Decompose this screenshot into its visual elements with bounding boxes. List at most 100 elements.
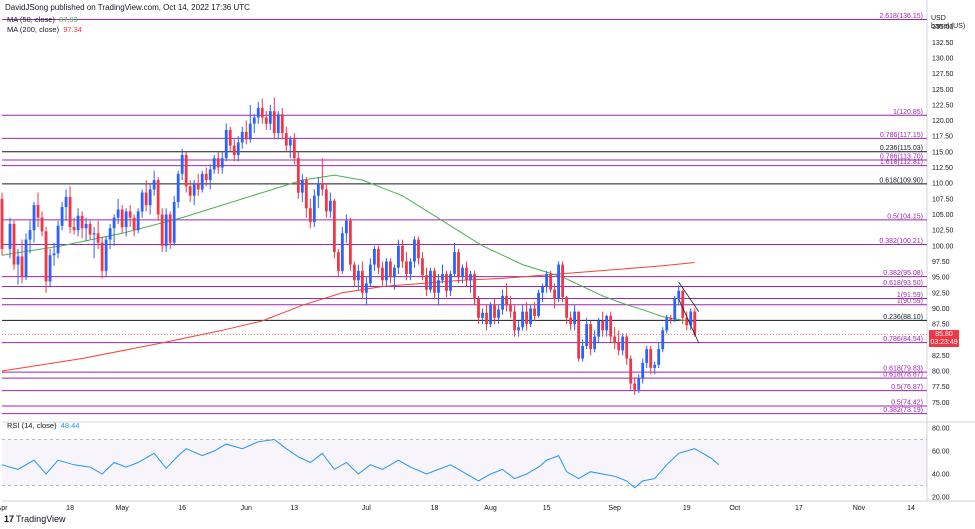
candle-body bbox=[609, 315, 613, 337]
candle-body bbox=[172, 201, 176, 243]
candle-body bbox=[136, 211, 140, 231]
fibonacci-labels: 2.618(136.15) 1(120.85) 0.786(117.15) 0.236… bbox=[879, 13, 923, 414]
candle-body bbox=[549, 273, 552, 290]
fib-level-label: 0.5(74.42) bbox=[891, 399, 923, 406]
candle-body bbox=[393, 267, 396, 278]
candle bbox=[304, 176, 308, 218]
candle-body bbox=[661, 330, 665, 350]
candle-body bbox=[569, 317, 573, 325]
candle bbox=[152, 170, 156, 196]
candle bbox=[288, 136, 292, 159]
time-axis[interactable]: Apr 18 May 16 Jun 13 Jul 18 Aug 15 Sep 19 Oct 17 Nov 14 bbox=[0, 505, 915, 512]
candle bbox=[569, 311, 573, 331]
candle-body bbox=[276, 114, 280, 134]
candle bbox=[280, 108, 284, 140]
candle-body bbox=[501, 295, 504, 310]
candle bbox=[597, 317, 601, 343]
candle-body bbox=[216, 158, 220, 168]
rsi-legend[interactable]: RSI (14, close) 48.44 bbox=[7, 421, 79, 430]
candle-body bbox=[529, 308, 532, 325]
candle bbox=[116, 198, 120, 224]
candle bbox=[80, 211, 84, 239]
price-axis[interactable]: 135.00 132.50 130.00 127.50 125.00 122.50 120.… bbox=[932, 24, 954, 501]
fib-level-label: 0.786(113.70) bbox=[880, 154, 923, 161]
price-tick-label: 75.00 bbox=[932, 400, 950, 407]
candle bbox=[617, 330, 621, 356]
candle-body bbox=[168, 214, 172, 243]
candle bbox=[525, 302, 528, 331]
candle bbox=[72, 217, 76, 235]
tradingview-logo[interactable]: 17 TradingView bbox=[4, 514, 66, 524]
candle bbox=[693, 308, 697, 337]
rsi-panel bbox=[1, 438, 927, 489]
price-tick-label: 82.50 bbox=[932, 353, 950, 360]
time-tick-label: Jul bbox=[362, 505, 371, 512]
candle bbox=[176, 170, 180, 209]
candle bbox=[549, 270, 552, 293]
candle bbox=[641, 358, 645, 384]
fib-level-label: 0.5(76.87) bbox=[891, 384, 923, 391]
candle-body bbox=[232, 145, 236, 156]
ma200-legend-value: 97.34 bbox=[63, 25, 82, 34]
time-tick-label: 15 bbox=[543, 505, 551, 512]
candle-body bbox=[429, 270, 432, 290]
candle bbox=[96, 220, 100, 249]
candle-body bbox=[248, 123, 252, 140]
candle bbox=[224, 123, 228, 162]
candle bbox=[661, 327, 665, 353]
candle bbox=[348, 217, 352, 271]
bar-countdown: 03:23:49 bbox=[930, 338, 958, 346]
candle bbox=[593, 330, 597, 353]
candle-body bbox=[244, 131, 248, 140]
candle-body bbox=[573, 311, 577, 325]
candle-body bbox=[184, 155, 188, 187]
candle bbox=[56, 220, 60, 259]
price-tick-label: 77.50 bbox=[932, 384, 950, 391]
candle bbox=[172, 195, 176, 246]
candle-body bbox=[60, 206, 64, 226]
candle-body bbox=[657, 349, 661, 365]
candle-body bbox=[381, 267, 384, 281]
time-tick-label: Aug bbox=[484, 505, 497, 512]
candle bbox=[389, 258, 392, 284]
candle bbox=[493, 299, 496, 325]
candle bbox=[633, 377, 637, 395]
candle bbox=[505, 283, 508, 312]
candle-body bbox=[649, 349, 653, 368]
candle bbox=[108, 223, 112, 249]
candlesticks bbox=[0, 97, 927, 395]
candle-body bbox=[12, 223, 16, 265]
time-tick-label: 18 bbox=[431, 505, 439, 512]
time-tick-label: 17 bbox=[795, 505, 803, 512]
price-tick-label: 107.50 bbox=[932, 196, 954, 203]
candle bbox=[585, 317, 589, 350]
candle bbox=[268, 104, 272, 130]
candle bbox=[573, 305, 577, 331]
candle-body bbox=[108, 228, 112, 240]
candle bbox=[445, 270, 448, 298]
candle bbox=[100, 236, 104, 279]
candle bbox=[240, 126, 244, 149]
candle bbox=[501, 289, 504, 315]
candle bbox=[88, 220, 92, 240]
candle bbox=[32, 201, 36, 243]
candle bbox=[236, 136, 240, 162]
price-tick-label: 135.00 bbox=[932, 24, 954, 31]
candle-body bbox=[284, 133, 288, 146]
ma50-legend[interactable]: MA (50, close) 87.93 bbox=[7, 15, 78, 24]
candle bbox=[381, 261, 384, 287]
candle bbox=[521, 305, 524, 331]
candle bbox=[625, 333, 629, 365]
candle bbox=[545, 270, 548, 293]
ma200-path bbox=[1, 262, 695, 372]
candle-body bbox=[36, 205, 40, 218]
wedge-lower-trendline bbox=[678, 298, 700, 344]
candle-body bbox=[240, 131, 244, 143]
ma200-legend[interactable]: MA (200, close) 97.34 bbox=[7, 25, 82, 34]
candle bbox=[8, 217, 12, 259]
candle-body bbox=[152, 180, 156, 190]
ma200-legend-label: MA (200, close) bbox=[7, 25, 60, 34]
ma200-line bbox=[1, 262, 695, 372]
candle bbox=[481, 308, 484, 325]
candle bbox=[124, 208, 128, 237]
